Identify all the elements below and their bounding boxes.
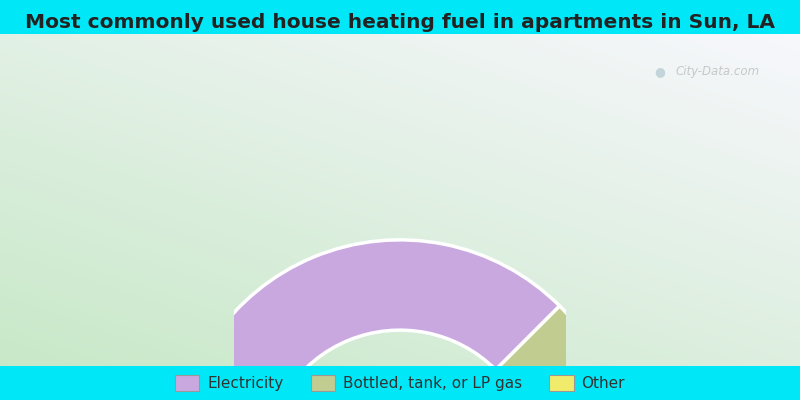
Wedge shape — [174, 240, 560, 400]
Legend: Electricity, Bottled, tank, or LP gas, Other: Electricity, Bottled, tank, or LP gas, O… — [169, 368, 631, 398]
Text: City-Data.com: City-Data.com — [676, 66, 760, 78]
Text: Most commonly used house heating fuel in apartments in Sun, LA: Most commonly used house heating fuel in… — [25, 12, 775, 32]
Wedge shape — [496, 306, 625, 400]
Text: ●: ● — [654, 66, 666, 78]
